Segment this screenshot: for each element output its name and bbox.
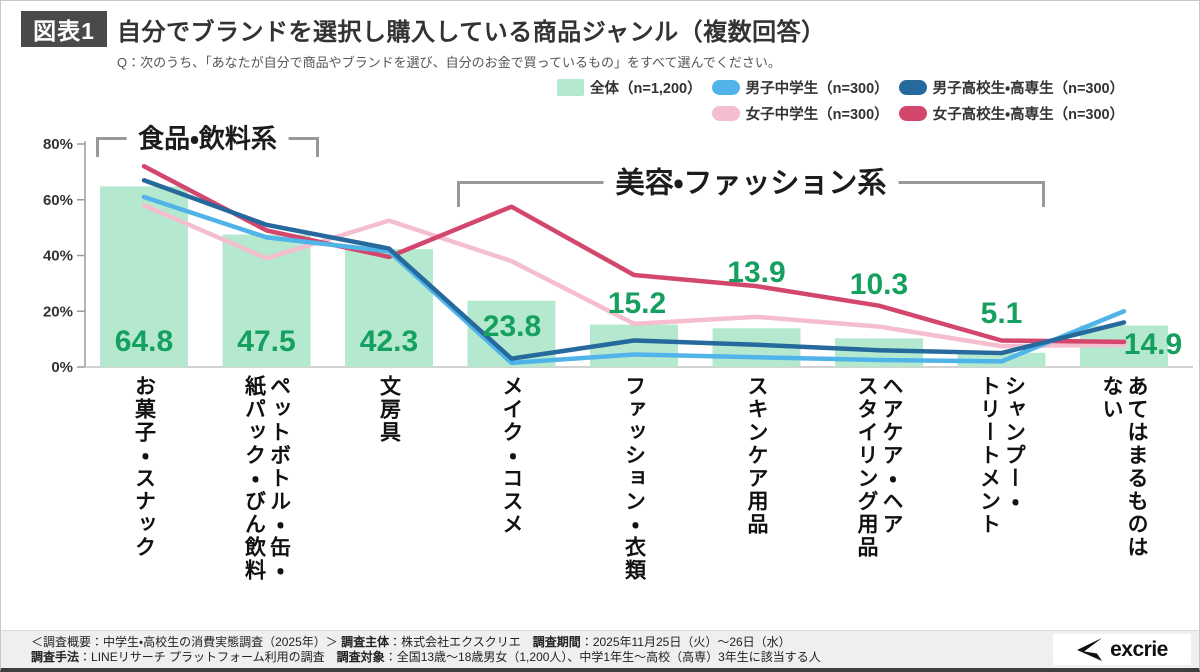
chart-legend: 全体（n=1,200） 男子中学生（n=300） 男子高校生・高専生（n=300…: [557, 77, 1124, 124]
excrie-logo-icon: [1077, 637, 1103, 661]
legend-swatch-joshi-kokosei: [898, 106, 927, 121]
x-category-label-3: メイク・コスメ: [500, 375, 523, 536]
footer-text-segment: 調査主体: [341, 635, 390, 649]
legend-swatch-danshi-kokosei: [898, 80, 927, 95]
y-tick-label: 0%: [51, 359, 73, 376]
legend-label: 男子高校生・高専生（n=300）: [932, 81, 1125, 97]
bar-value-label-4: 15.2: [608, 287, 666, 320]
line-series-0: [141, 203, 1127, 349]
footer-text-segment: ：LINEリサーチ プラットフォーム利用の調査: [79, 650, 337, 664]
x-category-label-5: スキンケア用品: [745, 375, 768, 536]
footer-survey-method: 調査手法：LINEリサーチ プラットフォーム利用の調査 調査対象：全国13歳～1…: [31, 650, 1199, 665]
x-category-label-7: シャンプー・ トリートメント: [977, 375, 1026, 536]
group-bracket-food-drink: 食品・飲料系: [96, 118, 319, 157]
y-tick-label: 40%: [43, 248, 73, 265]
legend-item-zentai: 全体（n=1,200）: [557, 77, 702, 98]
line-series-2: [141, 194, 1127, 366]
y-tick-label: 60%: [43, 192, 73, 209]
bar-value-label-2: 42.3: [360, 325, 418, 358]
bar-total-2: [345, 249, 433, 367]
legend-item-danshi-kokosei: 男子高校生・高専生（n=300）: [898, 77, 1125, 98]
bar-value-label-1: 47.5: [237, 325, 295, 358]
survey-question: Q：次のうち、「あなたが自分で商品やブランドを選び、自分のお金で買っているもの」…: [117, 55, 781, 70]
chart-canvas: 0% 20% 40% 60% 80% 64.8 47.5 42.3 23.8 15.2 13.9 10…: [43, 136, 1193, 376]
page-title: 自分でブランドを選択し購入している商品ジャンル（複数回答）: [117, 19, 826, 46]
legend-swatch-zentai: [557, 79, 584, 96]
bar-value-label-8: 14.9: [1124, 328, 1182, 361]
group-label-beauty-fashion: 美容・ファッション系: [603, 159, 899, 202]
x-category-label-4: ファッション・衣類: [622, 375, 646, 582]
footer-text-segment: ：2025年11月25日（火）～26日（水）: [580, 635, 791, 649]
legend-label: 全体（n=1,200）: [590, 81, 702, 97]
legend-spacer: [557, 103, 702, 124]
bar-value-label-3: 23.8: [483, 310, 541, 343]
x-category-label-2: 文房具: [377, 375, 401, 444]
legend-item-joshi-kokosei: 女子高校生・高専生（n=300）: [898, 103, 1125, 124]
figure-badge: 図表1: [21, 11, 107, 47]
footer-text-segment: 調査期間: [532, 635, 581, 649]
legend-swatch-joshi-chugakusei: [711, 106, 740, 121]
logo-box: excrie: [1053, 634, 1191, 665]
legend-swatch-danshi-chugakusei: [711, 80, 740, 95]
footer-text-segment: ＜調査概要：中学生・高校生の消費実態調査（2025年）＞: [31, 635, 342, 649]
group-label-food-drink: 食品・飲料系: [126, 118, 289, 156]
bar-value-label-0: 64.8: [115, 325, 173, 358]
y-tick-label: 20%: [43, 303, 73, 320]
x-axis-labels: お菓子・スナック ペットボトル・缶・ 紙パック・びん飲料 文房具 メイク・コスメ ファッ…: [1, 375, 1199, 635]
legend-label: 女子中学生（n=300）: [745, 107, 889, 123]
footer: ＜調査概要：中学生・高校生の消費実態調査（2025年）＞ 調査主体：株式会社エク…: [1, 630, 1199, 668]
footer-text-segment: 調査手法: [31, 650, 80, 664]
x-category-label-6: ヘアケア・ヘア スタイリング用品: [855, 375, 903, 559]
footer-text-segment: 調査対象: [336, 650, 385, 664]
x-category-label-0: お菓子・スナック: [132, 375, 156, 559]
legend-item-joshi-chugakusei: 女子中学生（n=300）: [711, 103, 889, 124]
footer-text-segment: ：全国13歳～18歳男女（1,200人）、中学1年生～高校（高専）3年生に該当す…: [384, 650, 821, 664]
excrie-logo-text: excrie: [1110, 638, 1168, 661]
footer-text-segment: ：株式会社エクスクリエ: [389, 635, 533, 649]
legend-label: 男子中学生（n=300）: [745, 81, 889, 97]
line-series-1: [141, 164, 1127, 345]
line-series-3: [141, 177, 1127, 361]
x-category-label-8: あてはまるものは ない: [1100, 375, 1148, 559]
footer-survey-overview: ＜調査概要：中学生・高校生の消費実態調査（2025年）＞ 調査主体：株式会社エク…: [31, 635, 1199, 650]
legend-item-danshi-chugakusei: 男子中学生（n=300）: [711, 77, 889, 98]
legend-label: 女子高校生・高専生（n=300）: [932, 107, 1125, 123]
x-category-label-1: ペットボトル・缶・ 紙パック・びん飲料: [242, 375, 291, 582]
group-bracket-beauty-fashion: 美容・ファッション系: [457, 159, 1045, 207]
bar-value-label-5: 13.9: [727, 256, 785, 289]
bar-value-label-7: 5.1: [981, 297, 1023, 330]
bar-value-label-6: 10.3: [850, 268, 908, 301]
y-tick-label: 80%: [43, 136, 73, 153]
